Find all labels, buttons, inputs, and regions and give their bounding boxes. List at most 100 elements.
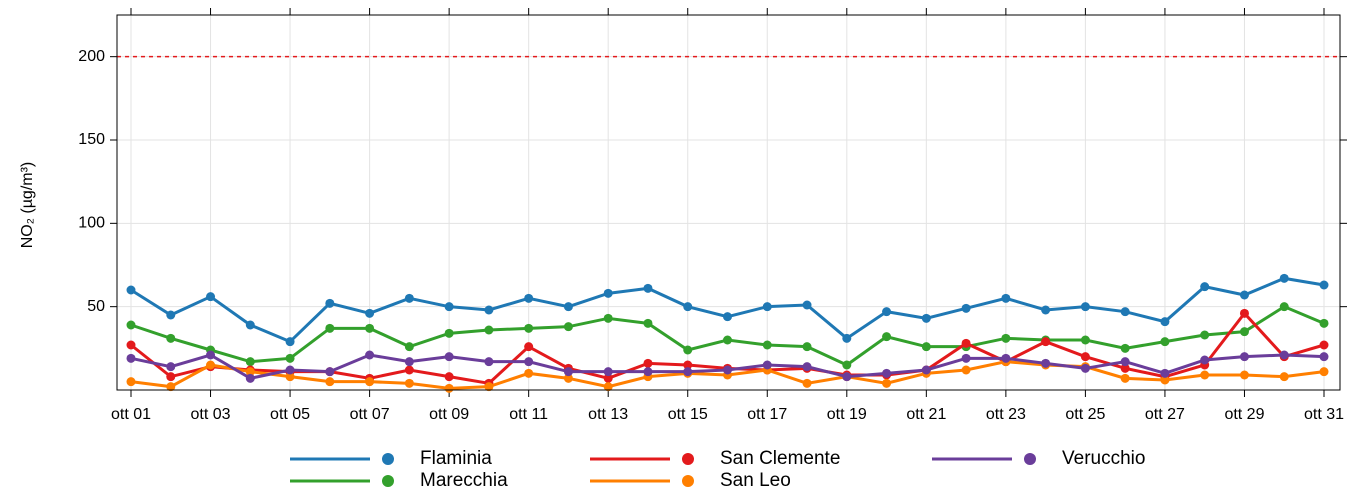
- point: [1279, 273, 1289, 283]
- point: [1279, 302, 1289, 312]
- point: [126, 320, 136, 330]
- point: [1239, 327, 1249, 337]
- point: [206, 292, 216, 302]
- point: [404, 365, 414, 375]
- point: [603, 367, 613, 377]
- point: [882, 307, 892, 317]
- point: [524, 368, 534, 378]
- y-tick-label: 200: [78, 48, 105, 65]
- point: [563, 302, 573, 312]
- point: [126, 340, 136, 350]
- point: [404, 378, 414, 388]
- point: [563, 322, 573, 332]
- point: [603, 373, 613, 383]
- point: [1200, 282, 1210, 292]
- point: [882, 332, 892, 342]
- point: [762, 302, 772, 312]
- point: [1001, 333, 1011, 343]
- point: [1120, 307, 1130, 317]
- point: [1319, 280, 1329, 290]
- point: [1120, 363, 1130, 373]
- point: [444, 328, 454, 338]
- point: [1080, 302, 1090, 312]
- point: [1239, 290, 1249, 300]
- point: [365, 350, 375, 360]
- series-line: [130, 276, 1325, 344]
- point: [723, 312, 732, 322]
- point: [1001, 293, 1011, 303]
- x-tick-label: ott 15: [668, 406, 708, 423]
- point: [1041, 358, 1051, 368]
- point: [245, 320, 255, 330]
- point: [921, 313, 931, 323]
- point: [762, 360, 772, 370]
- point: [643, 283, 653, 293]
- legend-marker: [382, 453, 394, 465]
- point: [1319, 352, 1329, 362]
- point: [444, 302, 454, 312]
- x-tick-label: ott 23: [986, 406, 1026, 423]
- point: [365, 323, 375, 333]
- x-tick-label: ott 11: [509, 406, 548, 423]
- point: [683, 360, 693, 370]
- point: [166, 333, 176, 343]
- point: [325, 323, 335, 333]
- point: [285, 353, 295, 363]
- x-tick-label: ott 19: [827, 406, 867, 423]
- x-tick-label: ott 31: [1304, 406, 1344, 423]
- point: [961, 338, 971, 348]
- point: [1200, 370, 1210, 380]
- point: [484, 325, 494, 335]
- point: [404, 293, 414, 303]
- point: [444, 352, 454, 362]
- point: [1041, 305, 1051, 315]
- x-tick-label: ott 27: [1145, 406, 1185, 423]
- point: [1279, 372, 1289, 382]
- point: [524, 342, 534, 352]
- point: [603, 313, 613, 323]
- point: [683, 345, 693, 355]
- point: [1319, 367, 1329, 377]
- point: [643, 318, 653, 328]
- point: [404, 342, 414, 352]
- point: [802, 362, 812, 372]
- legend-marker: [682, 453, 694, 465]
- point: [1319, 340, 1329, 350]
- x-tick-label: ott 01: [111, 406, 151, 423]
- point: [921, 342, 931, 352]
- point: [404, 357, 414, 367]
- point: [206, 350, 216, 360]
- point: [1200, 355, 1210, 365]
- point: [1279, 350, 1289, 360]
- legend-label: Flaminia: [420, 448, 492, 469]
- point: [961, 365, 971, 375]
- point: [1080, 352, 1090, 362]
- legend-marker: [1024, 453, 1036, 465]
- point: [524, 323, 534, 333]
- point: [1160, 337, 1170, 347]
- point: [1160, 375, 1170, 385]
- point: [1239, 352, 1249, 362]
- point: [484, 357, 494, 367]
- point: [723, 365, 732, 375]
- point: [365, 377, 375, 387]
- y-tick-label: 50: [87, 298, 105, 315]
- point: [166, 372, 176, 382]
- point: [842, 372, 852, 382]
- legend-label: San Clemente: [720, 448, 840, 469]
- legend-label: San Leo: [720, 470, 791, 490]
- point: [524, 293, 534, 303]
- point: [882, 378, 892, 388]
- point: [961, 353, 971, 363]
- point: [683, 367, 693, 377]
- y-tick-label: 100: [78, 215, 105, 232]
- point: [444, 372, 454, 382]
- legend-marker: [682, 475, 694, 487]
- point: [245, 357, 255, 367]
- y-tick-label: 150: [78, 131, 105, 148]
- point: [1080, 363, 1090, 373]
- point: [762, 340, 772, 350]
- point: [365, 308, 375, 318]
- point: [524, 357, 534, 367]
- point: [166, 382, 176, 392]
